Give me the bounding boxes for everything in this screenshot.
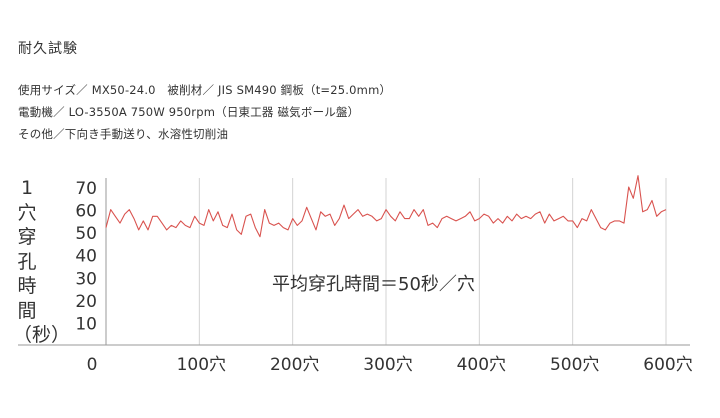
y-tick-label: 10 [75,314,97,334]
average-annotation: 平均穿孔時間＝50秒／穴 [272,274,475,295]
x-tick-label: 0 [87,355,98,375]
y-axis-title-char: 1 [20,177,34,199]
x-tick-label: 500穴 [550,355,599,375]
y-tick-label: 40 [75,247,97,267]
spec-line-other: その他／下向き手動送り、水溶性切削油 [18,127,229,141]
spec-line-motor: 電動機／ LO-3550A 750W 950rpm（日東工器 磁気ボール盤） [18,105,360,119]
y-tick-label: 70 [75,179,97,199]
y-axis-title-char: 穿 [17,226,37,248]
y-tick-label: 20 [75,292,97,312]
y-tick-label: 50 [75,224,97,244]
x-tick-label: 600穴 [643,355,692,375]
x-tick-label: 300穴 [363,355,412,375]
x-tick-label: 100穴 [177,355,226,375]
y-tick-label: 60 [75,202,97,222]
y-axis-title-char: 間 [17,299,37,322]
y-axis-title-char: 穴 [17,201,37,224]
y-axis-title-char: 時 [17,275,37,297]
series-line [105,175,667,238]
page-title: 耐久試験 [18,41,78,57]
y-axis-title-char: 孔 [17,250,37,273]
spec-line-size-material: 使用サイズ／ MX50-24.0 被削材／ JIS SM490 鋼板（t=25.… [18,83,392,97]
y-tick-label: 30 [75,269,97,289]
x-tick-label: 200穴 [270,355,319,375]
x-tick-label: 400穴 [457,355,506,375]
